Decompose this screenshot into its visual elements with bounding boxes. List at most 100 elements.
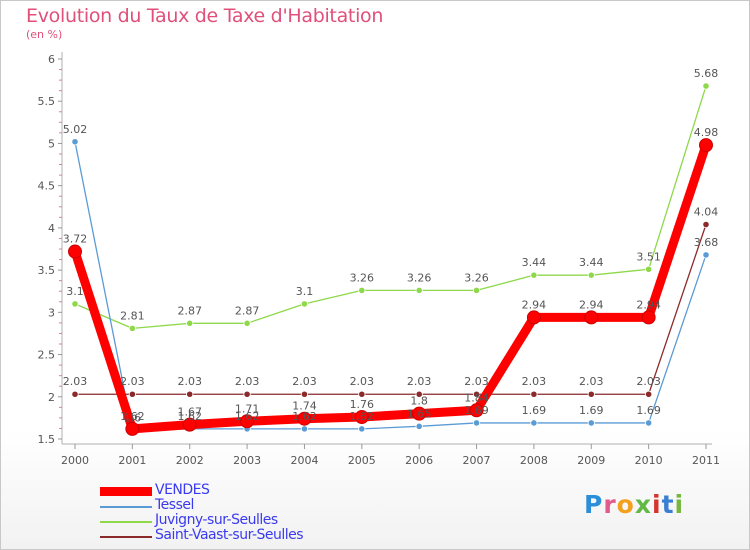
- data-point: [530, 271, 538, 279]
- y-tick-label: 4: [48, 222, 55, 235]
- data-point: [472, 419, 481, 427]
- data-point: [415, 422, 423, 430]
- x-tick-label: 2001: [118, 454, 146, 467]
- data-point: [358, 286, 366, 294]
- y-tick-label: 3: [48, 306, 55, 319]
- chart-subtitle: (en %): [26, 28, 63, 41]
- data-point: [587, 271, 595, 279]
- data-point: [472, 286, 481, 294]
- data-label: 2.03: [407, 375, 432, 388]
- legend-swatch: [100, 487, 152, 496]
- data-label: 2.03: [120, 375, 145, 388]
- data-label: 2.03: [579, 375, 604, 388]
- y-tick-label: 1.5: [38, 433, 56, 446]
- x-tick-label: 2008: [520, 454, 548, 467]
- data-label: 3.26: [407, 271, 432, 284]
- proxiti-logo: Proxiti: [584, 490, 684, 519]
- data-point: [300, 300, 309, 308]
- series-line-2: [74, 85, 707, 330]
- data-label: 1.67: [177, 406, 202, 419]
- data-label: 5.68: [694, 67, 719, 80]
- data-label: 3.1: [296, 285, 314, 298]
- logo-letter: x: [634, 490, 652, 519]
- data-label: 2.03: [464, 375, 489, 388]
- chart-title: Evolution du Taux de Taxe d'Habitation: [26, 5, 384, 27]
- data-label: 3.68: [694, 236, 719, 249]
- data-point: [702, 82, 710, 90]
- data-point: [469, 403, 484, 418]
- data-label: 2.03: [177, 375, 202, 388]
- data-point: [71, 138, 79, 146]
- data-point: [297, 411, 312, 426]
- data-label: 2.03: [350, 375, 375, 388]
- data-point: [415, 286, 423, 294]
- x-tick-label: 2002: [176, 454, 204, 467]
- data-label: 1.76: [350, 398, 375, 411]
- logo-letter: i: [674, 490, 685, 519]
- data-point: [243, 390, 251, 398]
- data-label: 2.94: [579, 298, 604, 311]
- data-point: [354, 410, 369, 425]
- data-label: 2.87: [235, 304, 260, 317]
- legend-label: Saint-Vaast-sur-Seulles: [155, 527, 304, 543]
- data-point: [702, 220, 710, 229]
- data-label: 1.62: [177, 410, 202, 423]
- data-point: [587, 390, 595, 398]
- x-tick-label: 2007: [463, 454, 491, 467]
- data-point: [587, 419, 595, 427]
- legend-label: Juvigny-sur-Seulles: [155, 512, 278, 528]
- data-point: [240, 414, 255, 429]
- data-label: 2.94: [636, 298, 661, 311]
- data-label: 2.81: [120, 309, 145, 322]
- data-label: 3.44: [522, 256, 547, 269]
- data-point: [641, 310, 656, 325]
- x-tick-label: 2009: [577, 454, 605, 467]
- x-tick-label: 2011: [692, 454, 720, 467]
- logo-letter: r: [603, 490, 617, 519]
- logo-letter: i: [652, 490, 662, 519]
- x-tick-label: 2003: [233, 454, 261, 467]
- data-label: 1.8: [410, 395, 428, 408]
- data-point: [645, 419, 653, 427]
- y-tick-label: 4.5: [38, 180, 56, 193]
- legend-label: VENDES: [155, 482, 210, 498]
- logo-letter: t: [661, 490, 675, 519]
- y-tick-label: 5: [48, 137, 55, 150]
- legend-swatch: [100, 506, 152, 508]
- data-label: 2.03: [235, 375, 260, 388]
- x-tick-label: 2010: [635, 454, 663, 467]
- data-point: [526, 310, 541, 325]
- data-point: [415, 390, 423, 398]
- data-point: [645, 390, 653, 398]
- series-line-0: [70, 140, 711, 434]
- y-tick-label: 3.5: [38, 264, 56, 277]
- data-label: 3.26: [464, 271, 489, 284]
- data-point: [645, 265, 653, 273]
- data-label: 1.69: [464, 404, 489, 417]
- logo-letter: o: [616, 490, 635, 519]
- series-line-3: [74, 223, 707, 395]
- data-label: 3.72: [63, 233, 88, 246]
- data-label: 3.51: [636, 250, 661, 263]
- data-point: [300, 390, 309, 398]
- x-tick-label: 2004: [290, 454, 318, 467]
- data-point: [128, 324, 136, 332]
- data-point: [584, 310, 599, 325]
- data-label: 2.87: [177, 304, 202, 317]
- y-tick-label: 6: [48, 53, 55, 66]
- data-point: [412, 406, 427, 421]
- data-label: 2.94: [522, 298, 547, 311]
- series-line-1: [74, 141, 707, 432]
- data-point: [472, 390, 481, 398]
- data-label: 4.04: [694, 206, 719, 219]
- data-label: 1.6: [124, 412, 142, 425]
- data-point: [71, 390, 79, 398]
- data-label: 2.03: [292, 375, 317, 388]
- data-point: [702, 251, 710, 259]
- data-label: 3.1: [66, 285, 84, 298]
- data-point: [125, 421, 140, 436]
- data-label: 5.02: [63, 123, 88, 136]
- data-point: [71, 300, 79, 308]
- data-label: 1.62: [350, 410, 375, 423]
- data-label: 3.44: [579, 256, 604, 269]
